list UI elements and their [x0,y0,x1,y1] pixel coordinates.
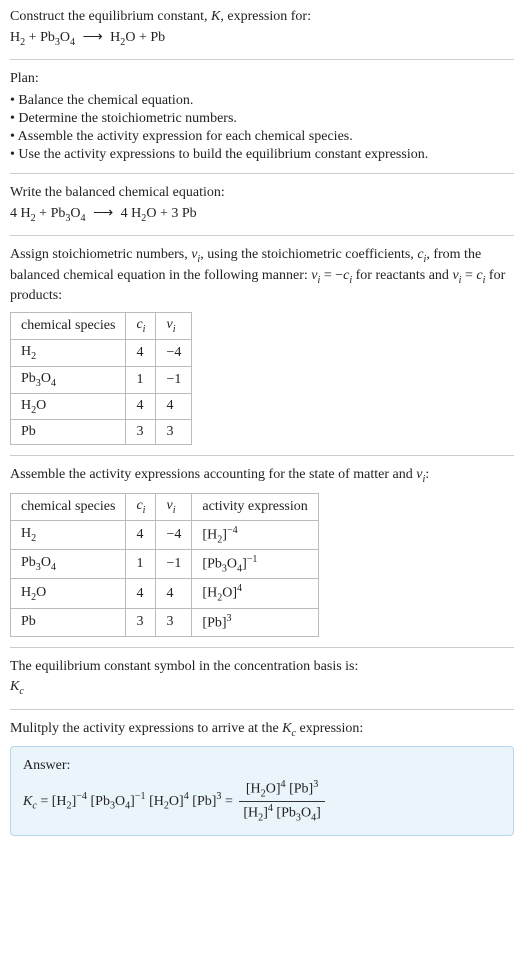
reaction-arrow-icon: ⟶ [79,30,107,45]
cell-species: Pb3O4 [11,549,126,578]
cell-nui: 3 [156,420,192,445]
species-h2: H2 [21,206,36,221]
answer-equation: Kc = [H2]−4 [Pb3O4]−1 [H2O]4 [Pb]3 = [H2… [23,778,501,825]
species-pb3o4: Pb3O4 [51,206,86,221]
col-ci: ci [126,493,156,520]
prompt-text-b: , expression for: [220,9,311,24]
cell-nui: −1 [156,549,192,578]
fraction-numerator: [H2O]4 [Pb]3 [239,778,324,802]
cell-ci: 3 [126,608,156,636]
fraction: [H2O]4 [Pb]3 [H2]4 [Pb3O4] [239,778,324,825]
cell-activity: [H2O]4 [192,579,318,608]
stoich-table: chemical species ci νi H2 4 −4 Pb3O4 1 −… [10,312,192,445]
table-row: H2O 4 4 [H2O]4 [11,579,319,608]
answer-label: Answer: [23,757,501,776]
col-nui: νi [156,493,192,520]
plan-item: Assemble the activity expression for eac… [10,129,514,145]
table-row: Pb 3 3 [Pb]3 [11,608,319,636]
divider [10,647,514,648]
col-ci: ci [126,313,156,340]
final-line: Mulitply the activity expressions to arr… [10,720,514,740]
species-h2: H2 [10,30,25,45]
balanced-title: Write the balanced chemical equation: [10,184,514,203]
cell-species: Pb [11,608,126,636]
divider [10,709,514,710]
divider [10,173,514,174]
cell-ci: 4 [126,579,156,608]
col-activity: activity expression [192,493,318,520]
cell-species: H2 [11,339,126,366]
cell-nui: 3 [156,608,192,636]
cell-activity: [Pb]3 [192,608,318,636]
symbol-line: The equilibrium constant symbol in the c… [10,658,514,677]
reaction-arrow-icon: ⟶ [89,206,117,221]
cell-species: H2O [11,393,126,420]
cell-ci: 4 [126,520,156,549]
plan-title: Plan: [10,70,514,89]
species-pb3o4: Pb3O4 [40,30,75,45]
cell-ci: 4 [126,339,156,366]
col-species: chemical species [11,493,126,520]
divider [10,59,514,60]
balanced-equation: 4 H2 + Pb3O4 ⟶ 4 H2O + 3 Pb [10,205,514,225]
kc-symbol: Kc [10,678,514,698]
cell-ci: 1 [126,549,156,578]
unbalanced-equation: H2 + Pb3O4 ⟶ H2O + Pb [10,29,514,49]
plan-item: Use the activity expressions to build th… [10,147,514,163]
fraction-denominator: [H2]4 [Pb3O4] [239,802,324,825]
cell-nui: −1 [156,366,192,393]
stoich-text: Assign stoichiometric numbers, νi, using… [10,246,514,306]
prompt-text-a: Construct the equilibrium constant, [10,9,211,24]
divider [10,455,514,456]
prompt-line: Construct the equilibrium constant, K, e… [10,8,514,27]
cell-species: H2 [11,520,126,549]
plan-list: Balance the chemical equation. Determine… [10,93,514,163]
table-row: Pb 3 3 [11,420,192,445]
cell-nui: −4 [156,520,192,549]
species-pb: Pb [150,30,165,45]
table-row: H2 4 −4 [H2]−4 [11,520,319,549]
cell-nui: −4 [156,339,192,366]
col-nui: νi [156,313,192,340]
plan-item: Balance the chemical equation. [10,93,514,109]
cell-ci: 3 [126,420,156,445]
table-row: Pb3O4 1 −1 [Pb3O4]−1 [11,549,319,578]
table-row: H2O 4 4 [11,393,192,420]
species-pb: Pb [182,206,197,221]
activity-table: chemical species ci νi activity expressi… [10,493,319,637]
plan-item: Determine the stoichiometric numbers. [10,111,514,127]
cell-activity: [H2]−4 [192,520,318,549]
cell-nui: 4 [156,393,192,420]
activity-title: Assemble the activity expressions accoun… [10,466,514,486]
table-header-row: chemical species ci νi activity expressi… [11,493,319,520]
cell-ci: 4 [126,393,156,420]
cell-activity: [Pb3O4]−1 [192,549,318,578]
table-row: H2 4 −4 [11,339,192,366]
prompt-K: K [211,9,220,24]
cell-species: Pb3O4 [11,366,126,393]
cell-species: Pb [11,420,126,445]
species-h2o: H2O [110,30,135,45]
col-species: chemical species [11,313,126,340]
answer-box: Answer: Kc = [H2]−4 [Pb3O4]−1 [H2O]4 [Pb… [10,746,514,836]
cell-species: H2O [11,579,126,608]
table-row: Pb3O4 1 −1 [11,366,192,393]
table-header-row: chemical species ci νi [11,313,192,340]
cell-nui: 4 [156,579,192,608]
species-h2o: H2O [131,206,156,221]
cell-ci: 1 [126,366,156,393]
divider [10,235,514,236]
